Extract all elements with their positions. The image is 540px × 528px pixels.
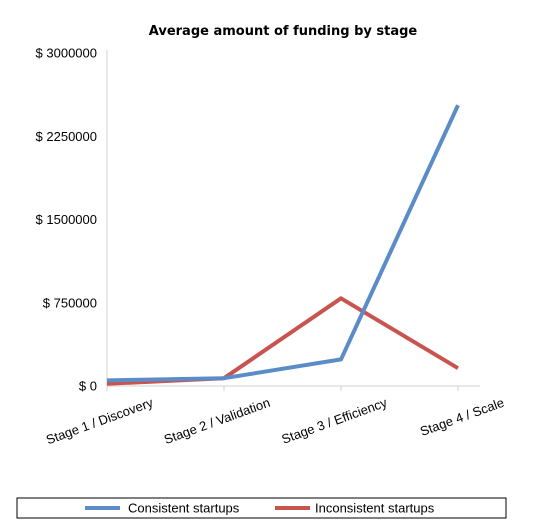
legend-box xyxy=(16,497,507,519)
x-axis-ticks: Stage 1 / Discovery Stage 2 / Validation S… xyxy=(44,386,506,447)
series-line-consistent xyxy=(106,104,460,383)
y-tick-label: $ 0 xyxy=(79,379,97,394)
y-tick-label: $ 750000 xyxy=(43,295,97,310)
legend-label-consistent: Consistent startups xyxy=(128,501,240,516)
x-tick-label: Stage 4 / Scale xyxy=(418,395,506,439)
y-tick-label: $ 2250000 xyxy=(36,129,97,144)
x-tick-label: Stage 2 / Validation xyxy=(162,395,272,447)
x-tick-label: Stage 3 / Efficiency xyxy=(280,395,390,447)
x-tick-label: Stage 1 / Discovery xyxy=(44,395,156,448)
legend-label-inconsistent: Inconsistent startups xyxy=(315,501,435,516)
series-line-inconsistent xyxy=(106,296,460,386)
chart-title: Average amount of funding by stage xyxy=(149,24,418,39)
series-lines xyxy=(106,104,460,386)
y-tick-label: $ 1500000 xyxy=(36,212,97,227)
y-axis-ticks: $ 0 $ 750000 $ 1500000 $ 2250000 $ 3000000 xyxy=(36,46,97,394)
y-tick-label: $ 3000000 xyxy=(36,46,97,61)
legend: Consistent startups Inconsistent startup… xyxy=(16,497,507,519)
